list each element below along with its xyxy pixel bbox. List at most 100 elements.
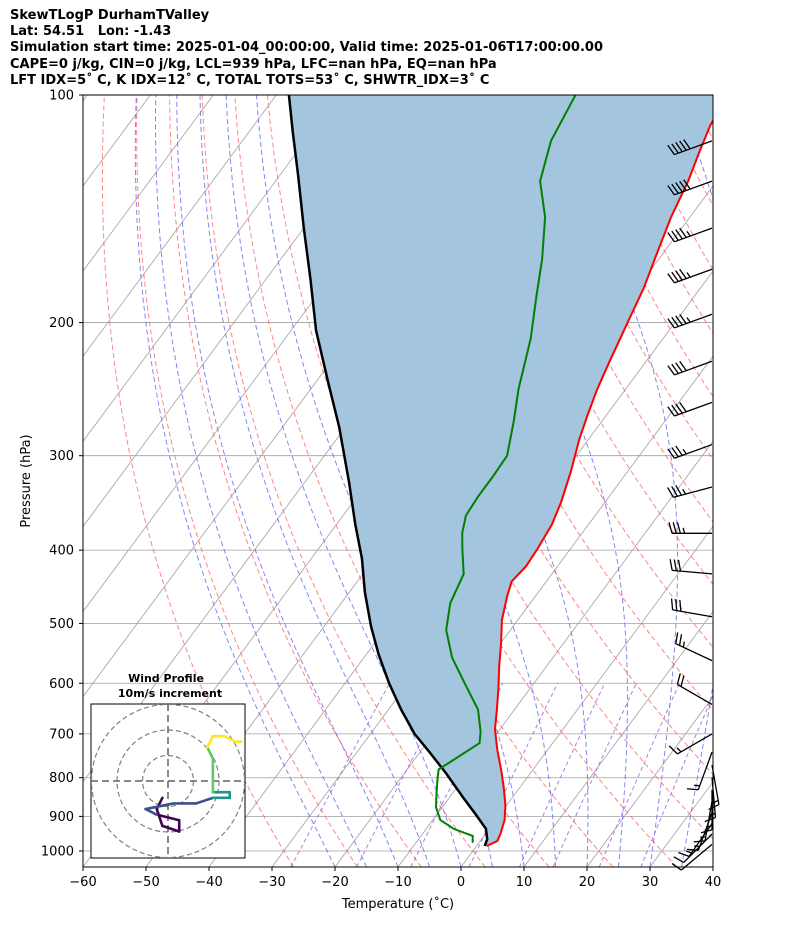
- barb-half-flag: [682, 488, 687, 495]
- wind-barb: [667, 139, 713, 156]
- barb-half-flag: [712, 799, 719, 804]
- inset-title: Wind Profile: [128, 672, 204, 685]
- wind-barb: [673, 833, 713, 863]
- barb-flag: [671, 271, 679, 282]
- barb-shaft: [674, 227, 713, 243]
- barb-flag: [679, 402, 687, 413]
- barb-flag: [667, 487, 674, 498]
- isotherm-line: [460, 525, 713, 867]
- barb-flag: [671, 183, 679, 194]
- wind-barb: [700, 789, 713, 834]
- chart-header: SkewTLogP DurhamTValley Lat: 54.51 Lon: -…: [10, 8, 603, 89]
- barb-flag: [683, 179, 691, 190]
- barb-flag: [667, 232, 675, 243]
- isotherm-line: [523, 610, 713, 867]
- dry-adiabat-line: [789, 95, 794, 867]
- barb-flag: [667, 448, 675, 459]
- wind-barb: [667, 268, 713, 284]
- wind-barb: [704, 777, 717, 823]
- barb-flag: [675, 142, 683, 153]
- header-times: Simulation start time: 2025-01-04_00:00:…: [10, 40, 603, 56]
- wind-barb: [675, 632, 713, 662]
- isotherm-line: [83, 95, 340, 442]
- moist-adiabat-line: [712, 864, 713, 867]
- wind-barb: [667, 401, 713, 417]
- wind-barb: [686, 812, 713, 851]
- moist-adiabat-line: [225, 95, 462, 867]
- isotherm-line: [712, 866, 713, 867]
- x-tick-label: 40: [705, 875, 722, 890]
- barb-flag: [686, 788, 699, 791]
- x-axis-ticks: −60 −50 −40 −30 −20 −10 0 10 20 30 40: [69, 867, 721, 890]
- wind-barb: [670, 598, 713, 618]
- y-tick-label: 900: [49, 810, 74, 825]
- dry-adiabat-line: [201, 95, 486, 867]
- barb-flag: [667, 185, 675, 196]
- x-tick-label: −60: [69, 875, 96, 890]
- barb-flag: [667, 365, 675, 376]
- dewpoint-line: [434, 95, 577, 843]
- dry-adiabat-line: [136, 95, 358, 867]
- wind-barb: [669, 559, 713, 575]
- wind-barbs: [667, 139, 720, 871]
- hodograph-segment: [205, 746, 215, 760]
- barb-flag: [676, 673, 681, 685]
- barb-flag: [671, 316, 679, 327]
- y-tick-label: 100: [49, 89, 74, 104]
- barb-half-flag: [682, 527, 686, 534]
- barb-shaft: [674, 360, 713, 376]
- dry-adiabat-line: [724, 95, 794, 867]
- x-tick-label: 10: [516, 875, 533, 890]
- barb-shaft: [674, 180, 713, 196]
- y-tick-label: 200: [49, 316, 74, 331]
- barb-flag: [677, 559, 682, 572]
- mixing-ratio-line: [468, 683, 558, 867]
- barb-shaft: [673, 486, 713, 498]
- header-cape: CAPE=0 j/kg, CIN=0 j/kg, LCL=939 hPa, LF…: [10, 56, 497, 72]
- temperature-line: [486, 118, 713, 847]
- barb-shaft: [677, 733, 713, 755]
- barb-flag: [672, 522, 677, 534]
- barb-flag: [667, 273, 675, 284]
- x-tick-label: −20: [321, 875, 348, 890]
- dry-adiabat-line: [169, 95, 422, 867]
- barb-flag: [675, 403, 683, 414]
- y-tick-label: 800: [49, 771, 74, 786]
- wind-barb: [686, 751, 713, 791]
- barb-shaft: [688, 823, 713, 857]
- wind-barb: [667, 360, 713, 376]
- dry-adiabat-line: [690, 95, 713, 141]
- barb-flag: [679, 360, 687, 371]
- y-axis-label: Pressure (hPa): [19, 434, 34, 527]
- barb-shaft: [677, 683, 713, 706]
- wind-barb: [708, 765, 720, 811]
- x-tick-label: 0: [457, 875, 465, 890]
- barb-flag: [675, 445, 683, 456]
- y-tick-label: 500: [49, 617, 74, 632]
- dry-adiabat-line: [757, 95, 794, 867]
- barb-flag: [669, 559, 673, 571]
- mixing-ratio-line: [552, 683, 637, 867]
- barb-flag: [678, 634, 683, 646]
- y-tick-label: 600: [49, 677, 74, 692]
- barb-flag: [704, 816, 716, 823]
- moist-adiabat-line: [199, 95, 430, 867]
- x-tick-label: −40: [195, 875, 222, 890]
- barb-half-flag: [709, 812, 716, 816]
- barb-flag: [679, 268, 687, 279]
- isotherm-line: [586, 696, 713, 867]
- cin-area: [288, 95, 713, 846]
- barb-flag: [675, 362, 683, 373]
- x-tick-label: 20: [579, 875, 596, 890]
- barb-half-flag: [685, 850, 692, 854]
- isotherm-line: [83, 95, 277, 357]
- inset-subtitle: 10m/s increment: [118, 687, 222, 700]
- hodograph-segment: [161, 824, 181, 833]
- barb-flag: [673, 856, 685, 863]
- barb-flag: [679, 140, 687, 151]
- y-tick-label: 300: [49, 449, 74, 464]
- barb-shaft: [674, 140, 713, 156]
- y-tick-label: 1000: [41, 844, 74, 859]
- barb-flag: [671, 363, 679, 374]
- barb-shaft: [674, 268, 713, 284]
